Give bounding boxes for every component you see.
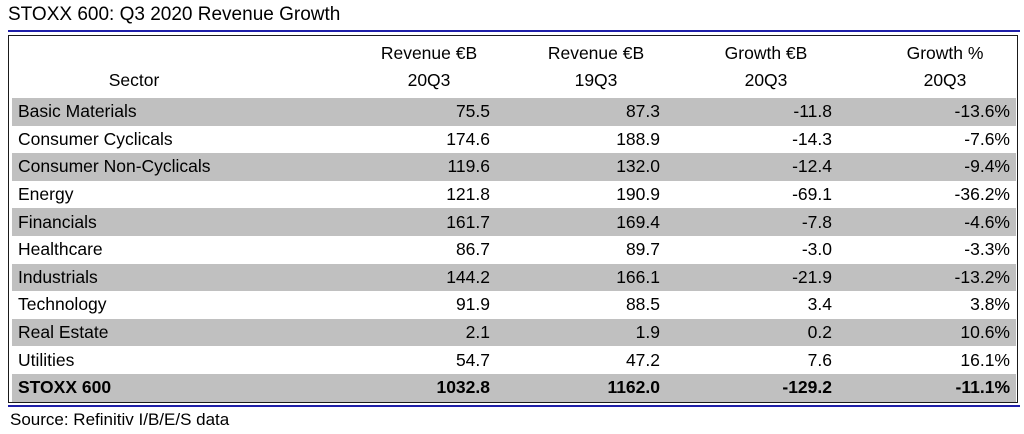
cell-revenue-20q3: 144.2 (336, 263, 496, 292)
cell-sector: Utilities (18, 349, 75, 370)
page-title: STOXX 600: Q3 2020 Revenue Growth (8, 4, 341, 25)
cell-sector: Consumer Non-Cyclicals (12, 153, 336, 181)
header-growth-eur-line1: Growth €B (724, 43, 808, 63)
table-row: Consumer Cyclicals 174.6 188.9 -14.3 -7.… (12, 126, 1016, 154)
cell-revenue-19q3: 132.0 (496, 153, 666, 181)
cell-sector: STOXX 600 (12, 373, 336, 402)
cell-revenue-19q3: 166.1 (496, 263, 666, 292)
header-revenue-19q3-line2: 19Q3 (574, 70, 618, 90)
header-revenue-19q3-line1: Revenue €B (547, 43, 645, 63)
cell-growth-pct: -3.3% (964, 239, 1010, 260)
cell-growth-eur: -7.8 (666, 208, 838, 236)
header-growth-pct-line2: 20Q3 (923, 70, 967, 90)
table-row: Basic Materials 75.5 87.3 -11.8 -13.6% (12, 98, 1016, 126)
cell-growth-eur: -14.3 (792, 128, 832, 149)
cell-revenue-19q3: 190.9 (616, 184, 660, 205)
cell-growth-pct: -11.1% (838, 373, 1016, 402)
header-growth-eur-line2: 20Q3 (744, 70, 788, 90)
table-row: Real Estate 2.1 1.9 0.2 10.6% (12, 318, 1016, 347)
header-sector-line2: Sector (108, 70, 160, 90)
cell-revenue-20q3: 91.9 (455, 294, 490, 315)
cell-sector: Real Estate (12, 318, 336, 347)
header-growth-eur: Growth €B 20Q3 (666, 38, 838, 98)
cell-growth-pct: -4.6% (838, 208, 1016, 236)
cell-growth-pct: -7.6% (964, 128, 1010, 149)
header-revenue-20q3-line2: 20Q3 (407, 70, 451, 90)
cell-sector: Industrials (12, 263, 336, 292)
cell-revenue-19q3: 87.3 (496, 98, 666, 126)
cell-growth-pct: -13.2% (838, 263, 1016, 292)
revenue-growth-table: Sector Revenue €B 20Q3 Revenue €B 19Q3 G… (12, 38, 1016, 402)
cell-sector: Basic Materials (12, 98, 336, 126)
cell-revenue-20q3: 1032.8 (336, 373, 496, 402)
cell-revenue-19q3: 169.4 (496, 208, 666, 236)
cell-revenue-19q3: 89.7 (625, 239, 660, 260)
source-note: Source: Refinitiv I/B/E/S data (10, 410, 230, 429)
cell-revenue-20q3: 75.5 (336, 98, 496, 126)
cell-growth-eur: -11.8 (666, 98, 838, 126)
table-body: Basic Materials 75.5 87.3 -11.8 -13.6% C… (12, 98, 1016, 402)
cell-growth-eur: 7.6 (807, 349, 832, 370)
cell-sector: Technology (18, 294, 107, 315)
header-growth-pct-line1: Growth % (906, 43, 984, 63)
cell-sector: Healthcare (18, 239, 103, 260)
title-divider (8, 30, 1020, 32)
cell-growth-eur: -12.4 (666, 153, 838, 181)
header-revenue-20q3: Revenue €B 20Q3 (336, 38, 496, 98)
source-divider (8, 405, 1020, 407)
cell-revenue-20q3: 174.6 (446, 128, 490, 149)
cell-sector: Consumer Cyclicals (18, 128, 173, 149)
table-row: Technology 91.9 88.5 3.4 3.8% (12, 291, 1016, 319)
cell-revenue-20q3: 121.8 (446, 184, 490, 205)
cell-growth-eur: -21.9 (666, 263, 838, 292)
header-revenue-19q3: Revenue €B 19Q3 (496, 38, 666, 98)
table-row: Consumer Non-Cyclicals 119.6 132.0 -12.4… (12, 153, 1016, 181)
cell-revenue-20q3: 161.7 (336, 208, 496, 236)
cell-growth-eur: -69.1 (792, 184, 832, 205)
cell-revenue-20q3: 2.1 (336, 318, 496, 347)
cell-revenue-19q3: 88.5 (625, 294, 660, 315)
cell-growth-eur: 0.2 (666, 318, 838, 347)
cell-revenue-19q3: 47.2 (625, 349, 660, 370)
cell-sector: Financials (12, 208, 336, 236)
table-row: Industrials 144.2 166.1 -21.9 -13.2% (12, 263, 1016, 292)
header-row: Sector Revenue €B 20Q3 Revenue €B 19Q3 G… (12, 38, 1016, 98)
cell-revenue-20q3: 119.6 (336, 153, 496, 181)
cell-sector: Energy (18, 184, 74, 205)
table-frame (8, 35, 1018, 403)
cell-growth-pct: -36.2% (954, 184, 1010, 205)
table-row: Energy 121.8 190.9 -69.1 -36.2% (12, 181, 1016, 209)
table-row: Utilities 54.7 47.2 7.6 16.1% (12, 346, 1016, 374)
header-growth-pct: Growth % 20Q3 (838, 38, 1016, 98)
table-row: Financials 161.7 169.4 -7.8 -4.6% (12, 208, 1016, 236)
cell-growth-pct: -13.6% (838, 98, 1016, 126)
header-revenue-20q3-line1: Revenue €B (380, 43, 478, 63)
total-row: STOXX 600 1032.8 1162.0 -129.2 -11.1% (12, 373, 1016, 402)
cell-growth-pct: 3.8% (970, 294, 1010, 315)
cell-revenue-20q3: 54.7 (455, 349, 490, 370)
cell-revenue-19q3: 1162.0 (496, 373, 666, 402)
cell-growth-eur: -129.2 (666, 373, 838, 402)
cell-growth-pct: -9.4% (838, 153, 1016, 181)
cell-revenue-19q3: 1.9 (496, 318, 666, 347)
header-sector: Sector (12, 38, 336, 98)
cell-growth-eur: 3.4 (807, 294, 832, 315)
cell-growth-eur: -3.0 (801, 239, 832, 260)
cell-growth-pct: 16.1% (960, 349, 1010, 370)
cell-revenue-20q3: 86.7 (455, 239, 490, 260)
cell-revenue-19q3: 188.9 (616, 128, 660, 149)
table-row: Healthcare 86.7 89.7 -3.0 -3.3% (12, 236, 1016, 264)
cell-growth-pct: 10.6% (838, 318, 1016, 347)
